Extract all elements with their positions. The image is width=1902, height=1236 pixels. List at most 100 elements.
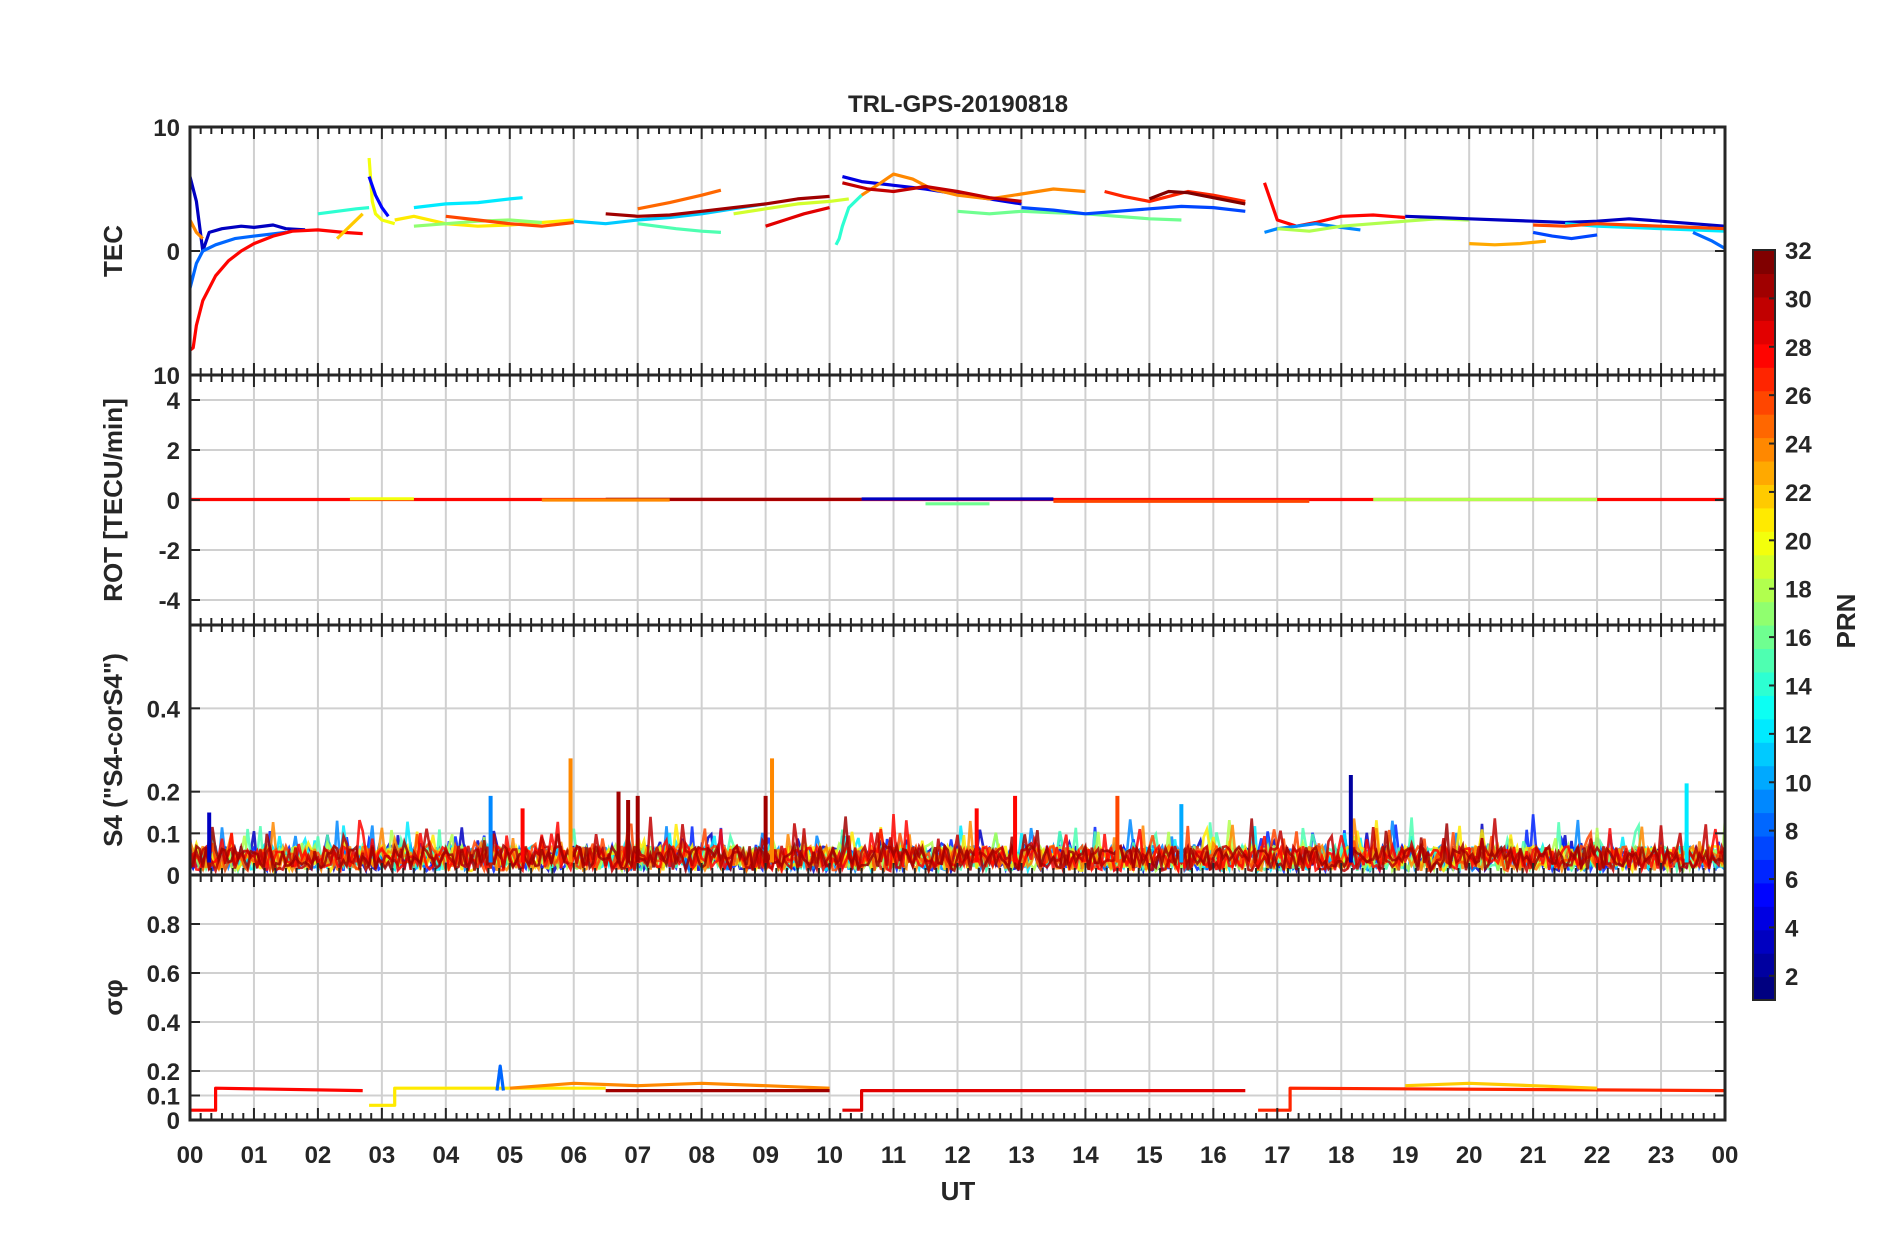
- series-line: [190, 816, 1725, 875]
- series-line: [190, 1086, 363, 1112]
- colorbar-segment: [1753, 695, 1775, 720]
- series-line: [190, 176, 306, 253]
- x-tick-label: 03: [369, 1142, 396, 1169]
- series-line: [1104, 189, 1246, 203]
- panel-4: 0.8 0.6 0.4 0.20.10 σφ: [98, 873, 1727, 1135]
- x-tick-label: 01: [241, 1142, 268, 1169]
- colorbar-segment: [1753, 906, 1775, 931]
- colorbar-tick-label: 16: [1785, 625, 1812, 652]
- series-line: [765, 206, 830, 228]
- colorbar-segment: [1753, 390, 1775, 415]
- colorbar-segment: [1753, 976, 1775, 1001]
- x-tick-label: 06: [560, 1142, 587, 1169]
- colorbar-segment: [1753, 835, 1775, 860]
- panel-data: [190, 497, 1725, 506]
- series-line: [1469, 239, 1547, 247]
- series-line: [860, 172, 1086, 201]
- colorbar-segment: [1753, 953, 1775, 978]
- x-tick-label: 22: [1584, 1142, 1611, 1169]
- x-tick-label: 19: [1392, 1142, 1419, 1169]
- x-tick-label: 09: [752, 1142, 779, 1169]
- y-axis-label: TEC: [98, 225, 128, 277]
- x-tick-label: 00: [1712, 1142, 1739, 1169]
- series-line: [1258, 1086, 1725, 1112]
- y-tick-label: 0.4: [147, 696, 181, 723]
- colorbar-segment: [1753, 882, 1775, 907]
- colorbar-segment: [1753, 671, 1775, 696]
- colorbar-tick-label: 26: [1785, 383, 1812, 410]
- colorbar-segment: [1753, 929, 1775, 954]
- colorbar-segment: [1753, 414, 1775, 439]
- colorbar-segment: [1753, 718, 1775, 743]
- colorbar-frame: [1752, 249, 1776, 1001]
- colorbar-tick-label: 4: [1785, 915, 1799, 942]
- series-line: [1405, 214, 1725, 228]
- series-line: [495, 1064, 505, 1091]
- series-line: [317, 206, 370, 216]
- colorbar-segment: [1753, 484, 1775, 509]
- y-tick-label: 0.2: [147, 1059, 180, 1086]
- colorbar-tick-label: 14: [1785, 673, 1812, 700]
- x-tick-label: 10: [816, 1142, 843, 1169]
- x-tick-label: 02: [305, 1142, 332, 1169]
- x-tick-label: 00: [177, 1142, 204, 1169]
- colorbar-tick-label: 6: [1785, 867, 1798, 894]
- x-tick-label: 08: [688, 1142, 715, 1169]
- colorbar-tick-label: 28: [1785, 335, 1812, 362]
- y-tick-label: 10: [153, 115, 180, 142]
- colorbar-tick-label: 22: [1785, 480, 1812, 507]
- y-tick-label: 0.2: [147, 780, 180, 807]
- x-tick-label: 13: [1008, 1142, 1035, 1169]
- colorbar-tick-label: 10: [1785, 770, 1812, 797]
- x-tick-label: 12: [944, 1142, 971, 1169]
- y-tick-label: 4: [167, 388, 181, 415]
- y-tick-label: 0.6: [147, 961, 180, 988]
- x-tick-label: 17: [1264, 1142, 1291, 1169]
- series-line: [1533, 222, 1725, 231]
- colorbar-tick-label: 12: [1785, 722, 1812, 749]
- y-axis-label: S4 ("S4-corS4"): [98, 653, 128, 847]
- y-axis-label: σφ: [98, 979, 128, 1015]
- y-tick-label: 0: [167, 488, 180, 515]
- colorbar-tick-label: 32: [1785, 238, 1812, 265]
- series-line: [1692, 230, 1725, 250]
- colorbar-tick-label: 18: [1785, 577, 1812, 604]
- series-line: [369, 1086, 606, 1107]
- panel-data: [190, 157, 1725, 352]
- series-line: [445, 214, 574, 228]
- colorbar-segment: [1753, 625, 1775, 650]
- colorbar-tick-label: 20: [1785, 528, 1812, 555]
- colorbar-segment: [1753, 296, 1775, 321]
- x-tick-label: 18: [1328, 1142, 1355, 1169]
- series-line: [1262, 182, 1406, 228]
- series-line: [733, 197, 850, 216]
- y-tick-label: 0: [167, 239, 180, 266]
- colorbar-segment: [1753, 531, 1775, 556]
- colorbar-segment: [1753, 343, 1775, 368]
- colorbar-tick-label: 24: [1785, 432, 1812, 459]
- panel-3: 0.4 0.2 0.1 0 S4 ("S4-corS4"): [98, 623, 1727, 890]
- series-line: [413, 196, 523, 210]
- y-tick-label: 0: [167, 863, 180, 890]
- series-line: [1148, 189, 1246, 206]
- panel-2: 4 2 0 -2 -4 ROT [TECU/min]: [98, 373, 1727, 627]
- colorbar-segment: [1753, 320, 1775, 345]
- colorbar-tick-label: 2: [1785, 964, 1798, 991]
- y-tick-label: 10: [153, 363, 180, 390]
- colorbar-segment: [1753, 507, 1775, 532]
- colorbar-tick-label: 8: [1785, 819, 1798, 846]
- series-line: [637, 188, 722, 211]
- x-tick-label: 05: [496, 1142, 523, 1169]
- x-axis-label: UT: [941, 1176, 976, 1206]
- y-tick-label: 0.1: [147, 821, 180, 848]
- colorbar-segment: [1753, 789, 1775, 814]
- colorbar-segment: [1753, 859, 1775, 884]
- colorbar-segment: [1753, 648, 1775, 673]
- colorbar-label: PRN: [1831, 594, 1861, 649]
- series-line: [1264, 222, 1361, 234]
- colorbar-segment: [1753, 367, 1775, 392]
- x-tick-label: 11: [881, 1142, 906, 1169]
